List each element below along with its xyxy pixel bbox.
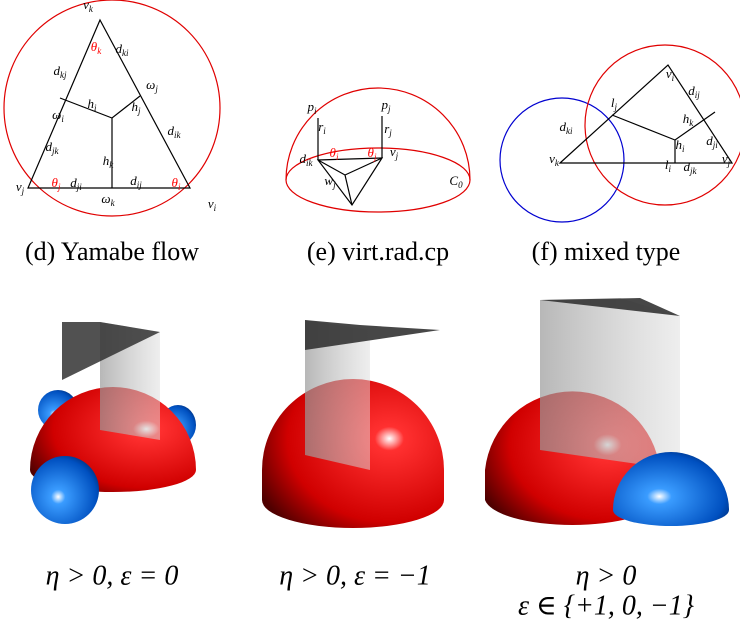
- label: θi: [330, 145, 339, 162]
- label: C0: [449, 173, 463, 190]
- label: djk: [46, 139, 60, 156]
- label: vk: [549, 151, 560, 168]
- label: hk: [683, 111, 695, 128]
- label: hj: [131, 99, 141, 116]
- label: dkj: [54, 63, 67, 80]
- label-base: w: [324, 173, 333, 188]
- label: hi: [675, 137, 685, 154]
- label-sub: j: [387, 104, 391, 114]
- label-sub: kj: [60, 70, 67, 80]
- label-sub: j: [614, 102, 618, 112]
- label-sub: ji: [712, 140, 719, 150]
- label: djk: [684, 159, 698, 176]
- label: dij: [688, 83, 700, 100]
- label-sub: i: [336, 152, 339, 162]
- figure: vkθkdkidkjωjhihjωidjkhkdikvjθjdjidijθiωk…: [0, 0, 740, 621]
- label-sub: k: [109, 160, 114, 170]
- label-sub: i: [682, 144, 685, 154]
- render-caption: η > 0, ε = −1: [279, 560, 431, 591]
- render-caption: η > 0, ε = 0: [46, 560, 179, 591]
- render-3: [485, 298, 729, 526]
- render-caption: η > 0: [576, 560, 637, 591]
- render-1: [30, 322, 196, 524]
- label: ωi: [52, 107, 64, 124]
- caption: (d) Yamabe flow: [25, 237, 199, 266]
- label: θj: [52, 175, 61, 192]
- label: pj: [380, 97, 391, 114]
- label: dik: [168, 123, 182, 140]
- label: vj: [16, 179, 25, 196]
- diagram-f: [500, 45, 740, 222]
- label-sub: i: [178, 182, 181, 192]
- caption: (f) mixed type: [532, 237, 681, 266]
- label-sub: j: [154, 84, 158, 94]
- label-sub: k: [97, 46, 102, 56]
- label-sub: j: [727, 158, 731, 168]
- label-sub: i: [61, 114, 64, 124]
- caption: (e) virt.rad.cp: [307, 237, 449, 266]
- label-sub: i: [323, 126, 326, 136]
- label-sub: ik: [174, 130, 182, 140]
- label-sub: 0: [458, 180, 463, 190]
- label-base: C: [449, 173, 458, 188]
- label: dki: [560, 119, 573, 136]
- label-base: ω: [146, 77, 155, 92]
- label: ωj: [146, 77, 158, 94]
- label: hi: [87, 96, 97, 113]
- label: ri: [318, 119, 326, 136]
- label-sub: j: [332, 180, 336, 190]
- label: θk: [91, 39, 102, 56]
- render-2: [262, 320, 444, 528]
- label: vi: [208, 196, 217, 213]
- label: dki: [116, 41, 129, 58]
- label-sub: j: [395, 151, 399, 161]
- label-sub: ij: [695, 90, 701, 100]
- diagram-d: [4, 0, 220, 216]
- label-sub: ik: [306, 158, 314, 168]
- label-sub: jk: [51, 146, 60, 156]
- label: li: [665, 157, 672, 174]
- label: vi: [666, 66, 675, 83]
- label-sub: ji: [76, 182, 83, 192]
- label-sub: j: [388, 128, 392, 138]
- label: dji: [70, 175, 82, 192]
- label: lj: [611, 95, 618, 112]
- label-sub: i: [669, 164, 672, 174]
- label: dji: [706, 133, 718, 150]
- label-sub: k: [111, 198, 116, 208]
- label: vj: [390, 144, 399, 161]
- label: rj: [384, 121, 392, 138]
- label-sub: k: [89, 4, 94, 14]
- label: dij: [130, 173, 142, 190]
- label-sub: ki: [122, 48, 129, 58]
- label-sub: j: [373, 152, 377, 162]
- label-sub: jk: [689, 166, 698, 176]
- label-sub: ij: [137, 180, 143, 190]
- label-sub: j: [137, 106, 141, 116]
- label-sub: i: [214, 203, 217, 213]
- label: pi: [306, 99, 317, 116]
- label-sub: j: [21, 186, 25, 196]
- label: wj: [324, 173, 336, 190]
- label: vj: [722, 151, 731, 168]
- label-sub: ki: [566, 126, 573, 136]
- label: ωk: [101, 191, 115, 208]
- render-caption: ε ∈ {+1, 0, −1}: [518, 590, 694, 621]
- label: θi: [172, 175, 181, 192]
- label: dik: [300, 151, 314, 168]
- label-base: ω: [52, 107, 61, 122]
- label-sub: j: [57, 182, 61, 192]
- label-base: ω: [101, 191, 110, 206]
